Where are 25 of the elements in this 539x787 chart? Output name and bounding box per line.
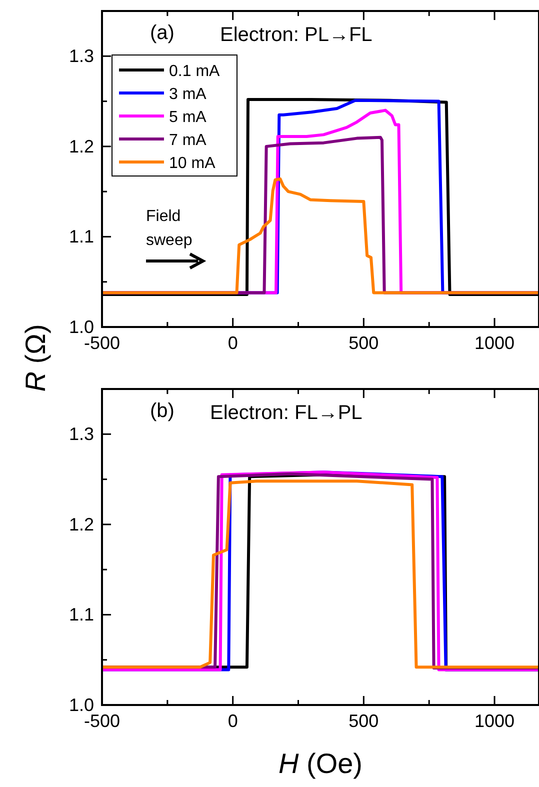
y-tick-label: 1.1	[68, 226, 94, 247]
line-series	[102, 177, 539, 294]
text: Electron: FL→PL	[210, 402, 362, 424]
legend-label: 3 mA	[169, 86, 207, 103]
y-tick-label: 1.1	[68, 604, 94, 625]
x-tick-label: 500	[348, 711, 379, 731]
y-axis-title: R (Ω)	[20, 324, 51, 392]
x-tick-label: 0	[228, 711, 238, 731]
legend-label: 0.1 mA	[169, 63, 220, 80]
x-tick-label: 0	[228, 333, 238, 353]
x-tick-label: 500	[348, 333, 379, 353]
x-axis-title: H (Oe)	[278, 748, 363, 779]
y-tick-label: 1.2	[68, 136, 94, 156]
x-tick-label: 1000	[474, 333, 515, 353]
annotation: Field sweep	[146, 208, 192, 249]
legend-label: 7 mA	[169, 132, 207, 149]
text: Electron: PL→FL	[220, 24, 372, 46]
y-tick-label: 1.3	[68, 424, 94, 444]
annotation: (b)	[150, 400, 174, 422]
legend-label: 5 mA	[169, 109, 207, 126]
annotation: (a)	[150, 22, 174, 44]
x-tick-label: 1000	[474, 711, 515, 731]
y-tick-label: 1.3	[68, 46, 94, 66]
y-tick-label: 1.2	[68, 514, 94, 534]
legend-label: 10 mA	[169, 155, 216, 172]
